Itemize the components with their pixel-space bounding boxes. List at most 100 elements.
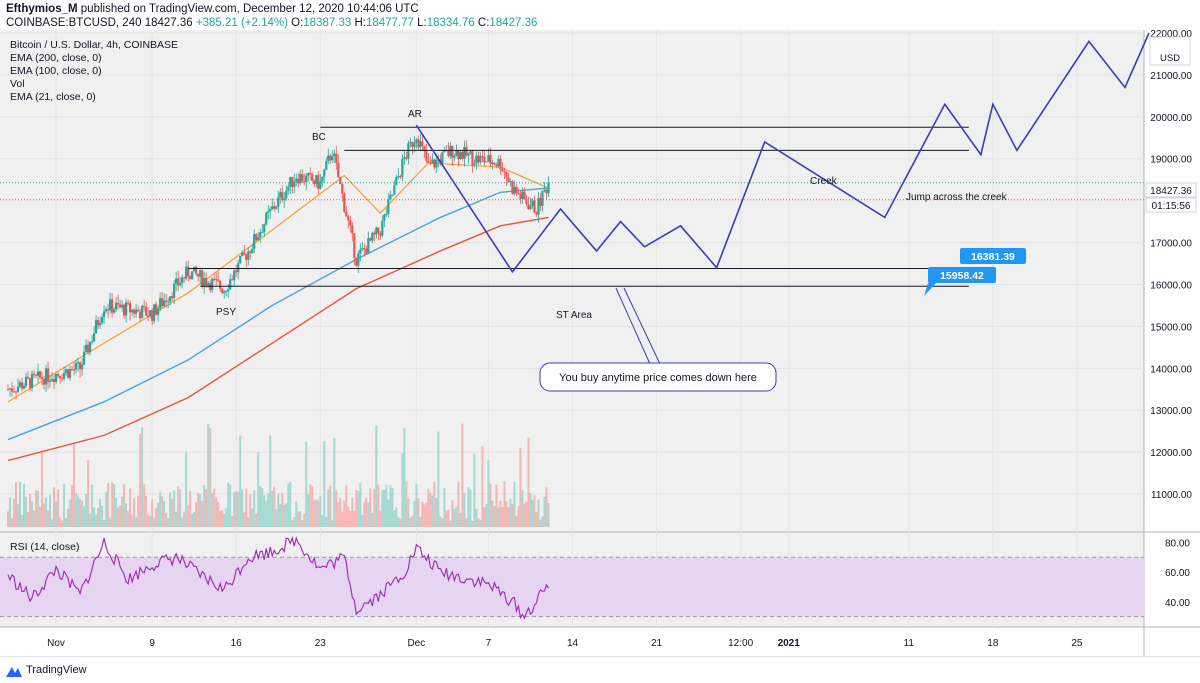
volume-bar: [441, 518, 444, 527]
candle-body: [343, 193, 346, 212]
projection-path[interactable]: [415, 32, 1150, 274]
candle-body: [143, 306, 146, 308]
annotation-psy[interactable]: PSY: [216, 307, 236, 318]
candle-body: [349, 220, 352, 226]
candle-body: [133, 309, 136, 314]
candle-body: [351, 225, 354, 234]
volume-bar: [391, 487, 394, 527]
volume-bar: [65, 517, 68, 527]
candle-body: [495, 164, 498, 167]
candle-body: [321, 176, 324, 182]
horizontal-levels[interactable]: [0, 126, 1144, 287]
volume-bar: [267, 493, 270, 527]
volume-bar: [43, 503, 46, 527]
price-scale-background[interactable]: [1144, 30, 1200, 656]
price-label-16381[interactable]: 16381.39: [960, 248, 1026, 264]
callout-box[interactable]: [539, 362, 777, 392]
volume-bar: [301, 519, 304, 527]
candle-body: [50, 379, 54, 381]
volume-bar: [89, 513, 92, 527]
volume-bar: [379, 510, 382, 527]
volume-bar: [463, 493, 466, 527]
candle-body: [333, 153, 336, 157]
volume-bar: [289, 482, 292, 527]
volume-bar: [515, 516, 518, 527]
volume-bar: [377, 484, 380, 527]
candle-body: [48, 380, 52, 382]
candle-body: [16, 386, 20, 392]
candle-body: [541, 190, 544, 206]
tradingview-brand[interactable]: TradingView: [26, 664, 87, 676]
candle-body: [375, 227, 378, 235]
annotation-st-area[interactable]: ST Area: [556, 310, 592, 321]
currency-box[interactable]: [1149, 36, 1191, 66]
annotation-jump[interactable]: Jump across the creek: [906, 192, 1008, 203]
candle-body: [46, 368, 50, 382]
time-tick-label: 11: [904, 638, 915, 649]
open-label: O:: [291, 17, 304, 29]
candle-body: [72, 369, 76, 371]
candle-body: [385, 214, 388, 216]
annotation-bc[interactable]: BC: [312, 132, 326, 143]
volume-bar: [361, 515, 364, 527]
candle-body: [449, 145, 452, 157]
volume-bar: [287, 483, 290, 527]
price-label-15958[interactable]: 15958.42: [924, 267, 996, 296]
chart-canvas[interactable]: 22000.00 21000.00 20000.00 19000.00 17000.00…: [0, 30, 1200, 656]
volume-bar: [417, 497, 420, 527]
volume-bar: [343, 500, 346, 527]
volume-bar: [281, 492, 284, 527]
candle-body: [379, 233, 382, 236]
callout[interactable]: You buy anytime price comes down here: [539, 287, 777, 392]
annotation-ar[interactable]: AR: [408, 109, 422, 120]
price-tick-label: 21000.00: [1150, 71, 1192, 82]
volume-bar: [439, 516, 442, 527]
author-name[interactable]: Efthymios_M: [6, 3, 78, 15]
volume-bar: [241, 489, 244, 527]
candle-body: [30, 373, 34, 389]
volume-bar: [203, 485, 206, 527]
rsi-pane: [0, 536, 1144, 620]
candle-body: [255, 234, 258, 241]
candle-body: [447, 150, 450, 157]
candle-body: [455, 150, 458, 156]
candle-body: [509, 181, 512, 183]
candle-body: [84, 344, 88, 352]
candle-body: [137, 309, 140, 312]
candle-body: [457, 150, 460, 160]
time-tick-label: 25: [1071, 638, 1083, 649]
candle-body: [263, 224, 266, 233]
tradingview-logo-icon[interactable]: [6, 665, 22, 677]
candle-body: [227, 289, 230, 291]
volume-bar: [319, 495, 322, 527]
volume-bar: [371, 512, 374, 527]
volume-bar: [33, 510, 36, 527]
volume-bar: [409, 517, 412, 527]
volume-bar: [51, 519, 54, 527]
volume-bar: [235, 490, 238, 527]
volume-bar: [145, 495, 148, 527]
annotation-creek[interactable]: Creek: [810, 176, 838, 187]
volume-bar: [199, 494, 202, 527]
volume-bar: [449, 520, 452, 527]
volume-bar: [349, 510, 352, 527]
time-tick-label: 2021: [778, 638, 801, 649]
volume-bar: [147, 515, 150, 527]
candle-body: [54, 373, 58, 382]
volume-bar: [507, 507, 510, 527]
footer: TradingView: [0, 656, 1200, 683]
candle-body: [149, 310, 152, 317]
candle-body: [114, 302, 118, 310]
volume-bar: [201, 500, 204, 527]
candle-body: [397, 176, 400, 178]
candle-body: [451, 145, 454, 158]
candle-body: [106, 309, 110, 311]
candle-body: [423, 145, 426, 152]
candle-body: [139, 311, 142, 319]
candle-body: [359, 249, 362, 254]
price-change: +385.21 (+2.14%): [195, 17, 288, 29]
candle-body: [341, 184, 344, 194]
candle-body: [74, 363, 78, 370]
volume-bar: [403, 427, 406, 527]
candle-body: [261, 232, 264, 234]
